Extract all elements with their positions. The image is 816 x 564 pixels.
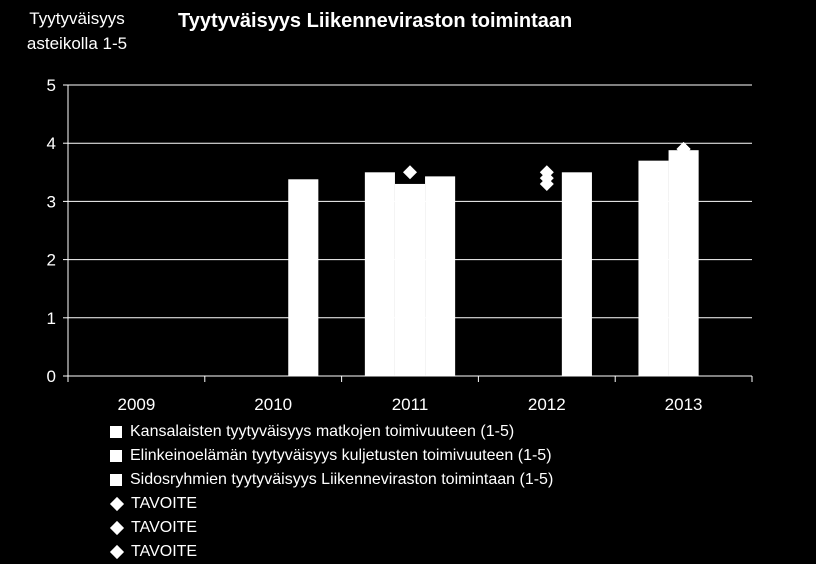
target-marker — [403, 165, 417, 180]
legend-square-icon — [110, 474, 122, 486]
x-tick-label: 2012 — [528, 395, 566, 414]
x-tick-label: 2009 — [117, 395, 155, 414]
bar — [561, 172, 592, 376]
legend-item: Elinkeinoelämän tyytyväisyys kuljetusten… — [110, 444, 553, 468]
legend-item: TAVOITE — [109, 492, 553, 516]
bar — [668, 150, 699, 376]
legend-label: Elinkeinoelämän tyytyväisyys kuljetusten… — [130, 447, 552, 464]
legend-item: TAVOITE — [109, 516, 553, 540]
legend-square-icon — [110, 426, 122, 438]
x-tick-label: 2013 — [665, 395, 703, 414]
legend-label: TAVOITE — [131, 519, 198, 536]
y-tick-label: 2 — [47, 251, 56, 270]
x-tick-label: 2011 — [392, 395, 429, 414]
y-tick-label: 3 — [47, 192, 56, 211]
bar-chart: 0 1 2 3 4 5 2009 2010 2011 2012 2013 — [47, 76, 753, 414]
y-axis-label: Tyytyväisyys asteikolla 1-5 — [26, 9, 128, 53]
bar — [288, 179, 319, 376]
y-tick-label: 5 — [47, 76, 56, 95]
y-tick-label: 0 — [47, 367, 56, 386]
chart-title: Tyytyväisyys Liikenneviraston toimintaan — [178, 10, 573, 32]
legend-label: Kansalaisten tyytyväisyys matkojen toimi… — [130, 423, 515, 440]
y-tick-label: 1 — [47, 309, 56, 328]
legend: Kansalaisten tyytyväisyys matkojen toimi… — [109, 420, 553, 564]
bar — [364, 172, 395, 376]
legend-diamond-icon — [109, 520, 125, 536]
bar — [394, 183, 426, 376]
legend-item: Kansalaisten tyytyväisyys matkojen toimi… — [110, 420, 553, 444]
target-marker — [539, 176, 554, 191]
bar — [638, 160, 669, 376]
legend-item: Sidosryhmien tyytyväisyys Liikennevirast… — [110, 468, 553, 492]
x-tick-label: 2010 — [254, 395, 292, 414]
target-marker — [676, 142, 691, 157]
legend-label: TAVOITE — [131, 543, 198, 560]
legend-label: Sidosryhmien tyytyväisyys Liikennevirast… — [130, 471, 554, 488]
legend-diamond-icon — [109, 496, 125, 512]
bar — [425, 176, 456, 376]
legend-item: TAVOITE — [109, 540, 553, 564]
legend-label: TAVOITE — [131, 495, 198, 512]
legend-diamond-icon — [109, 544, 125, 560]
y-tick-label: 4 — [47, 134, 56, 153]
legend-square-icon — [110, 450, 122, 462]
